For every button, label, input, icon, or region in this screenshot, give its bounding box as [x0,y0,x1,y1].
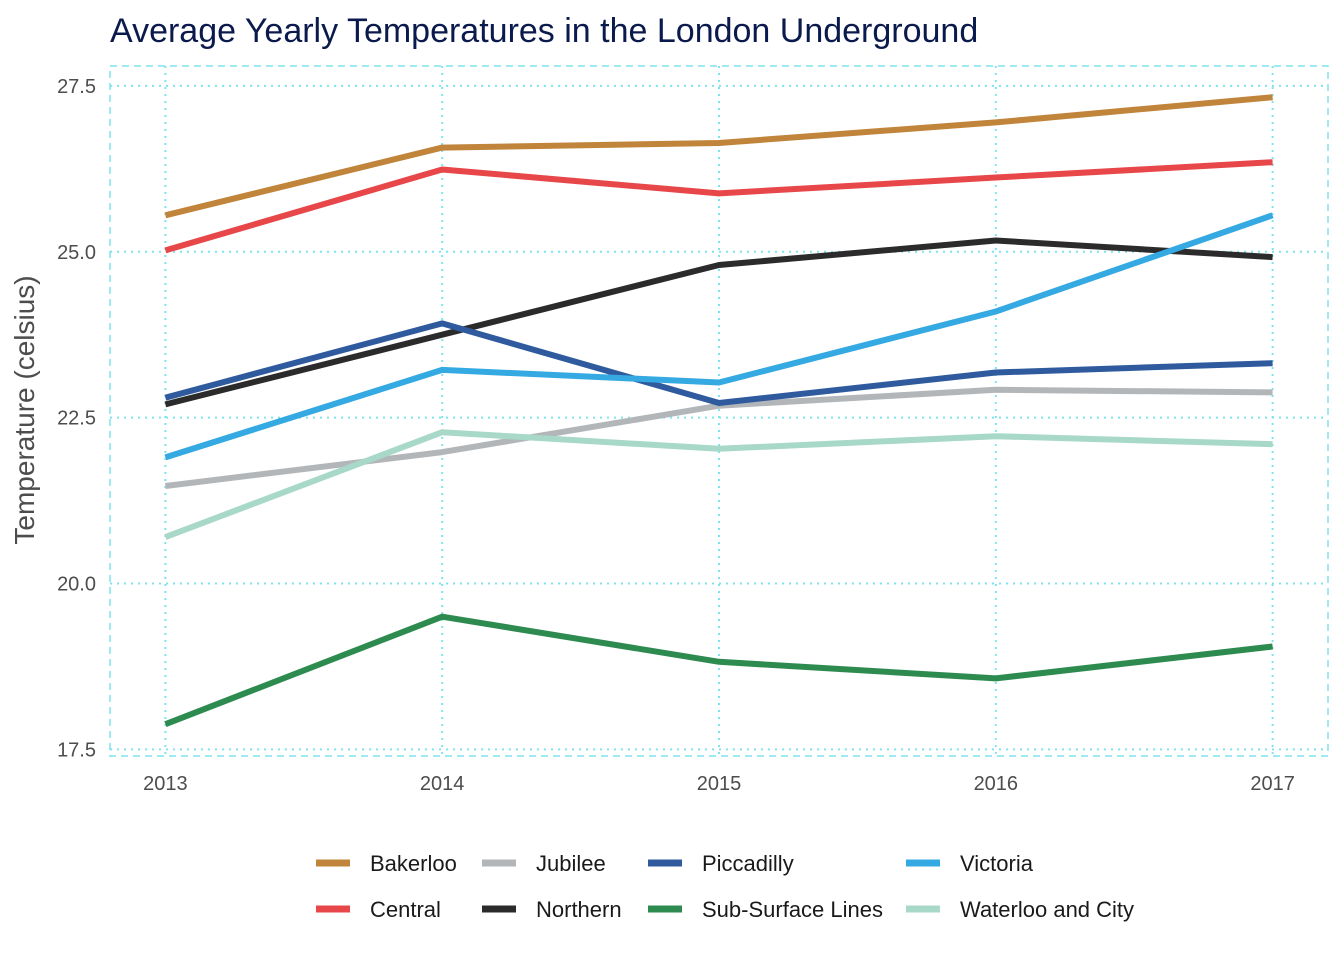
series-line [164,320,1273,406]
series-lines [164,94,1274,727]
series-line [164,212,1274,461]
series-line [164,429,1273,540]
x-tick-label: 2016 [974,773,1019,795]
plot-panel-border [109,65,1329,757]
y-tick-label: 17.5 [57,739,96,761]
grid-lines [110,66,1328,756]
legend-label: Jubilee [536,851,606,876]
legend-label: Victoria [960,851,1034,876]
legend-label: Bakerloo [370,851,457,876]
y-tick-label: 22.5 [57,408,96,430]
y-axis-label: Temperature (celsius) [9,275,40,544]
series-line [164,159,1273,254]
legend-label: Sub-Surface Lines [702,897,883,922]
y-tick-label: 25.0 [57,242,96,264]
y-tick-label: 27.5 [57,76,96,98]
legend-label: Central [370,897,441,922]
legend-label: Waterloo and City [960,897,1134,922]
x-tick-label: 2014 [420,773,465,795]
x-tick-label: 2015 [697,773,742,795]
series-line [164,94,1273,219]
series-line [164,613,1273,727]
y-tick-label: 20.0 [57,574,96,596]
chart-title: Average Yearly Temperatures in the Londo… [110,12,978,50]
legend-label: Northern [536,897,622,922]
series-line [164,237,1273,408]
legend: Bakerloo Central Jubilee Northern Piccadilly… [316,851,1134,922]
legend-label: Piccadilly [702,851,794,876]
x-tick-label: 2013 [143,773,188,795]
x-tick-label: 2017 [1250,773,1295,795]
axis-ticks: 17.5 20.0 22.5 25.0 27.5 2013 2014 2015 2016 2017 [57,76,1295,795]
